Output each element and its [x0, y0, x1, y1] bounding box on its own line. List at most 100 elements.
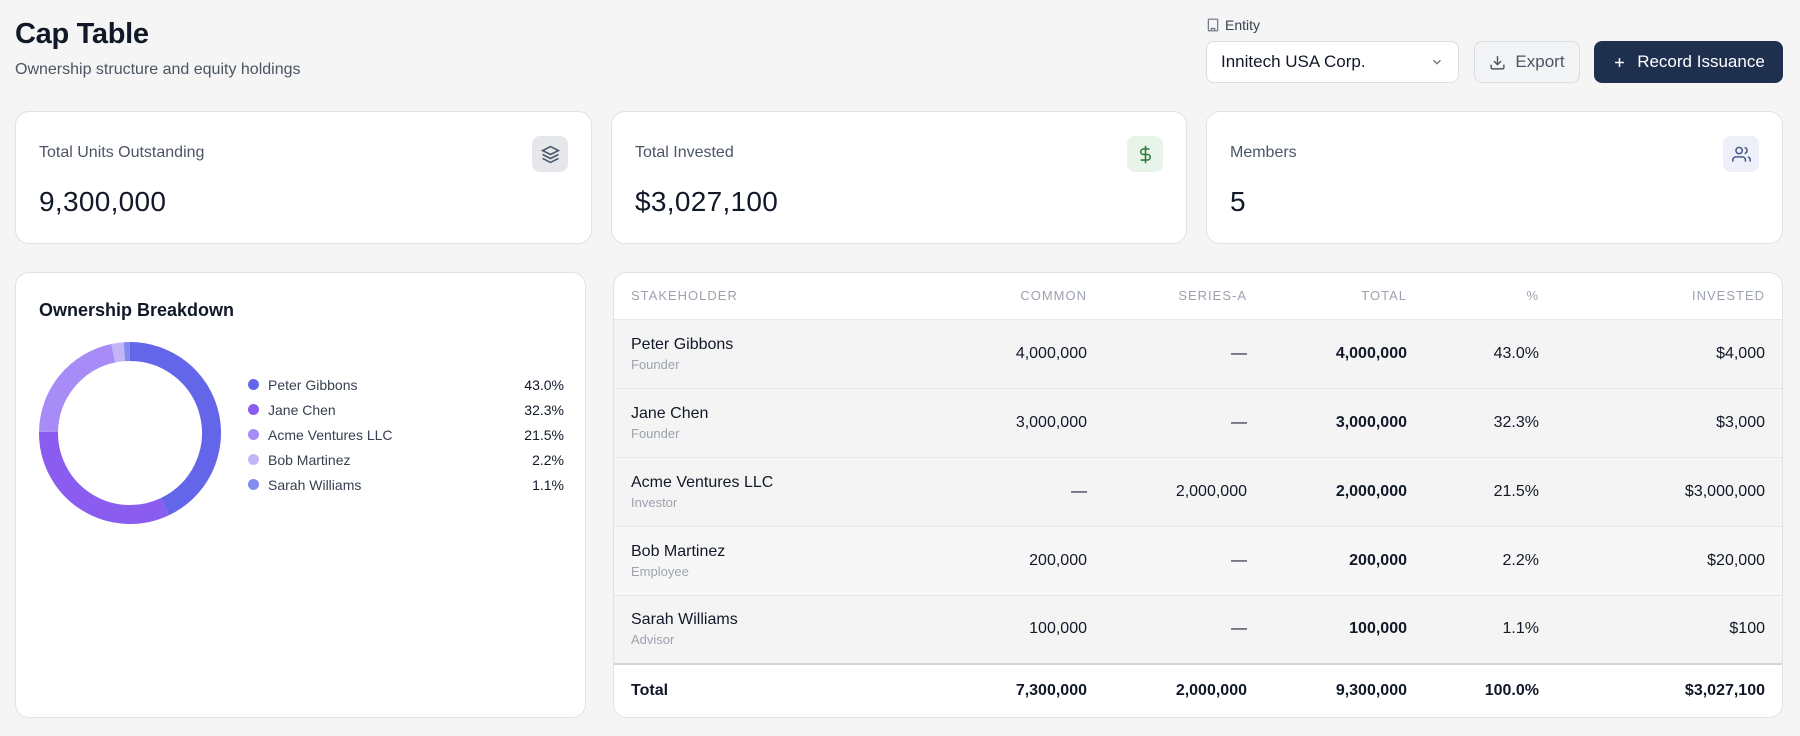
stakeholder-cell: Peter Gibbons Founder: [614, 319, 944, 389]
legend-item: Peter Gibbons 43.0%: [248, 372, 564, 397]
download-icon: [1490, 55, 1506, 70]
table-row[interactable]: Bob Martinez Employee 200,000 — 200,000 …: [614, 526, 1782, 596]
common-cell: 3,000,000: [944, 388, 1104, 458]
stat-label: Total Units Outstanding: [39, 144, 205, 161]
record-issuance-label: Record Issuance: [1637, 52, 1765, 71]
stakeholder-name: Acme Ventures LLC: [631, 473, 774, 491]
legend-dot: [248, 379, 259, 390]
total-total-cell: 9,300,000: [1264, 663, 1424, 716]
layers-icon: [532, 136, 568, 172]
table-row[interactable]: Sarah Williams Advisor 100,000 — 100,000…: [614, 595, 1782, 665]
common-cell: 4,000,000: [944, 319, 1104, 389]
donut-slice-acme-ventures-llc: [39, 343, 116, 433]
invested-cell: $3,000,000: [1556, 457, 1782, 527]
total-label-cell: Total: [614, 663, 944, 716]
stakeholder-cell: Acme Ventures LLC Investor: [614, 457, 944, 527]
legend-name: Jane Chen: [268, 401, 336, 418]
chevron-down-icon: [1433, 59, 1441, 65]
stakeholder-role: Advisor: [631, 632, 675, 648]
legend-percent: 1.1%: [532, 476, 564, 493]
stat-label: Total Invested: [635, 144, 734, 161]
invested-cell: $4,000: [1556, 319, 1782, 389]
total-percent-cell: 100.0%: [1424, 663, 1556, 716]
legend-name: Sarah Williams: [268, 476, 362, 493]
stat-value: 5: [1230, 186, 1246, 217]
series-a-cell: —: [1104, 319, 1264, 389]
legend-dot: [248, 404, 259, 415]
stakeholder-cell: Bob Martinez Employee: [614, 526, 944, 596]
common-cell: 200,000: [944, 526, 1104, 596]
total-cell: 4,000,000: [1264, 319, 1424, 389]
legend-percent: 32.3%: [524, 401, 564, 418]
series-a-cell: —: [1104, 388, 1264, 458]
stat-card-invested: Total Invested $3,027,100: [611, 111, 1187, 244]
dollar-icon: [1127, 136, 1163, 172]
ownership-donut-chart: [39, 342, 221, 524]
legend-dot: [248, 454, 259, 465]
ownership-breakdown-card: Ownership Breakdown Peter Gibbons 43.0% Ja…: [15, 272, 586, 718]
stakeholder-name: Sarah Williams: [631, 611, 738, 629]
column-header-common: Common: [944, 273, 1104, 320]
table-header-row: Stakeholder Common Series-A Total % Inve…: [614, 273, 1782, 320]
total-cell: 200,000: [1264, 526, 1424, 596]
legend-dot: [248, 479, 259, 490]
percent-cell: 32.3%: [1424, 388, 1556, 458]
legend-name: Acme Ventures LLC: [268, 426, 393, 443]
total-cell: 3,000,000: [1264, 388, 1424, 458]
legend-item: Sarah Williams 1.1%: [248, 472, 564, 497]
legend-percent: 43.0%: [524, 376, 564, 393]
common-cell: —: [944, 457, 1104, 527]
stakeholder-role: Founder: [631, 356, 680, 372]
stat-value: 9,300,000: [39, 186, 167, 217]
donut-slice-jane-chen: [39, 431, 169, 524]
stat-card-members: Members 5: [1206, 111, 1783, 244]
legend-percent: 2.2%: [532, 451, 564, 468]
plus-icon: [1615, 57, 1625, 67]
entity-select[interactable]: Innitech USA Corp.: [1206, 41, 1459, 83]
stakeholder-name: Peter Gibbons: [631, 335, 734, 353]
percent-cell: 2.2%: [1424, 526, 1556, 596]
percent-cell: 43.0%: [1424, 319, 1556, 389]
legend-item: Bob Martinez 2.2%: [248, 447, 564, 472]
table-row[interactable]: Peter Gibbons Founder 4,000,000 — 4,000,…: [614, 319, 1782, 389]
column-header-series-a: Series-A: [1104, 273, 1264, 320]
total-cell: 2,000,000: [1264, 457, 1424, 527]
series-a-cell: —: [1104, 526, 1264, 596]
entity-selected-value: Innitech USA Corp.: [1221, 52, 1366, 71]
stat-value: $3,027,100: [635, 186, 779, 217]
donut-slice-peter-gibbons: [129, 342, 221, 516]
column-header-total: Total: [1264, 273, 1424, 320]
total-invested-cell: $3,027,100: [1556, 663, 1782, 716]
breakdown-title: Ownership Breakdown: [39, 300, 235, 320]
export-button[interactable]: Export: [1474, 41, 1580, 83]
table-row[interactable]: Jane Chen Founder 3,000,000 — 3,000,000 …: [614, 388, 1782, 458]
stakeholder-cell: Sarah Williams Advisor: [614, 595, 944, 665]
page-subtitle: Ownership structure and equity holdings: [15, 61, 301, 78]
series-a-cell: —: [1104, 595, 1264, 665]
column-header-percent: %: [1424, 273, 1556, 320]
total-cell: 100,000: [1264, 595, 1424, 665]
ownership-legend: Peter Gibbons 43.0% Jane Chen 32.3% Acme Ven…: [248, 372, 564, 497]
column-header-invested: Invested: [1556, 273, 1782, 320]
cap-table: Stakeholder Common Series-A Total % Inve…: [613, 272, 1783, 718]
percent-cell: 1.1%: [1424, 595, 1556, 665]
stat-card-units: Total Units Outstanding 9,300,000: [15, 111, 592, 244]
total-series-a-cell: 2,000,000: [1104, 663, 1264, 716]
table-row[interactable]: Acme Ventures LLC Investor — 2,000,000 2…: [614, 457, 1782, 527]
stakeholder-name: Jane Chen: [631, 404, 709, 422]
legend-name: Bob Martinez: [268, 451, 351, 468]
stakeholder-role: Founder: [631, 425, 680, 441]
entity-label-text: Entity: [1225, 17, 1261, 33]
export-button-label: Export: [1515, 52, 1565, 71]
page-title: Cap Table: [15, 18, 149, 50]
legend-item: Jane Chen 32.3%: [248, 397, 564, 422]
total-common-cell: 7,300,000: [944, 663, 1104, 716]
invested-cell: $100: [1556, 595, 1782, 665]
record-issuance-button[interactable]: Record Issuance: [1594, 41, 1783, 83]
legend-item: Acme Ventures LLC 21.5%: [248, 422, 564, 447]
donut-slice-bob-martinez: [111, 342, 126, 363]
legend-dot: [248, 429, 259, 440]
column-header-stakeholder: Stakeholder: [614, 273, 944, 320]
legend-name: Peter Gibbons: [268, 376, 358, 393]
entity-label: Entity: [1206, 17, 1260, 33]
